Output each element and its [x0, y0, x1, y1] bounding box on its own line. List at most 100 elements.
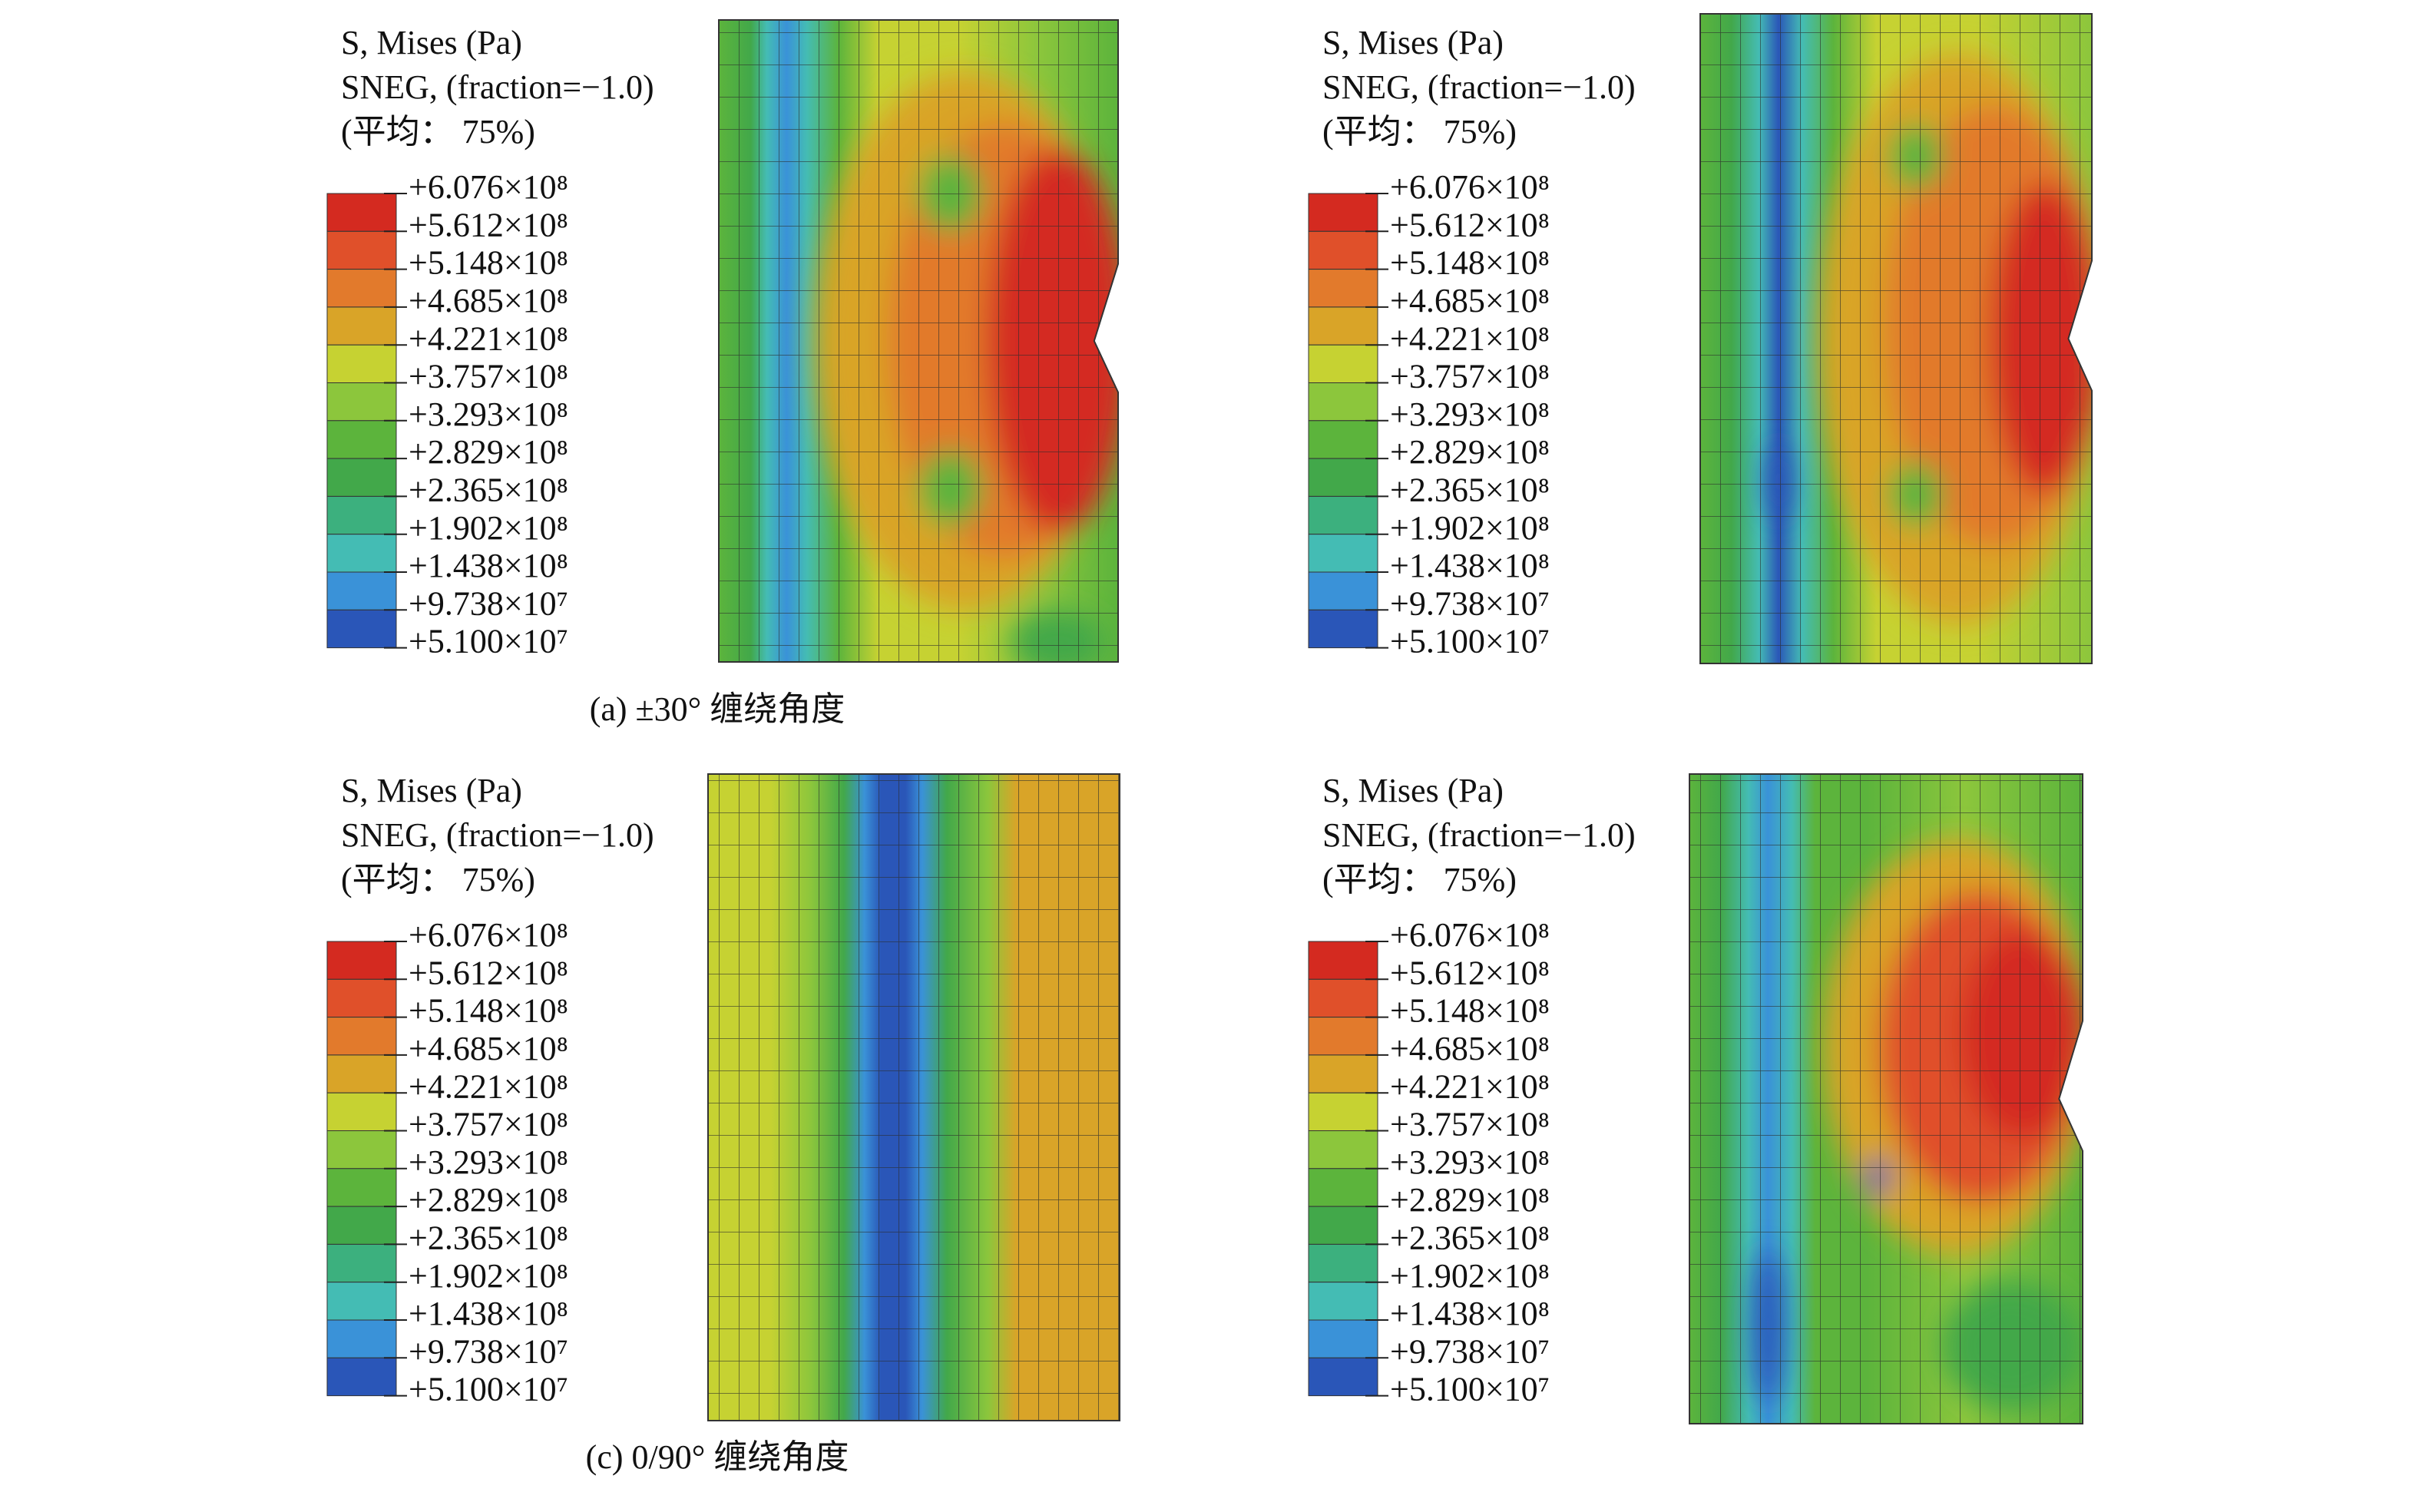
legend-swatch — [326, 571, 397, 610]
legend-swatch — [1308, 344, 1378, 384]
legend-swatch — [1308, 941, 1378, 980]
caption: (c) 0/90° 缠绕角度 — [586, 1438, 849, 1476]
legend-label: +3.757×10⁸ — [409, 358, 568, 395]
legend-label: +6.076×10⁸ — [409, 168, 568, 206]
panel: S, Mises (Pa) SNEG, (fraction=−1.0) (平均： 7… — [1308, 13, 2093, 664]
legend-label: +4.221×10⁸ — [409, 319, 568, 357]
legend-swatch — [1308, 1206, 1378, 1245]
legend-label: +4.221×10⁸ — [1390, 319, 1550, 357]
legend-label: +4.685×10⁸ — [1390, 282, 1550, 319]
legend-swatch — [326, 1357, 397, 1397]
legend-label: +5.100×10⁷ — [1390, 623, 1550, 660]
legend-swatch — [326, 230, 397, 270]
legend-swatch — [326, 269, 397, 308]
contour-plot — [1700, 14, 2092, 663]
panel: S, Mises (Pa) SNEG, (fraction=−1.0) (平均： 7… — [326, 772, 1120, 1476]
plot-outline — [707, 773, 1120, 1421]
legend-swatch — [1308, 571, 1378, 610]
contour-plot — [719, 20, 1118, 662]
plot-outline — [718, 19, 1119, 663]
legend-swatch — [1308, 1092, 1378, 1132]
legend-swatch — [326, 941, 397, 980]
legend-swatch — [1308, 306, 1378, 346]
legend-swatch — [326, 420, 397, 459]
legend-swatch — [326, 306, 397, 346]
legend-swatch — [1308, 1168, 1378, 1207]
legend-header: SNEG, (fraction=−1.0) — [1322, 816, 1636, 854]
legend-swatch — [326, 382, 397, 422]
legend-label: +3.293×10⁸ — [1390, 395, 1550, 433]
legend-swatch — [1308, 420, 1378, 459]
legend-label: +6.076×10⁸ — [1390, 916, 1550, 954]
legend-swatch — [326, 458, 397, 497]
legend-swatch — [1308, 1319, 1378, 1358]
plot-outline — [1689, 773, 2083, 1424]
legend-label: +5.148×10⁸ — [1390, 992, 1550, 1030]
contour-plot — [708, 774, 1120, 1421]
legend-swatch — [1308, 1017, 1378, 1056]
legend-label: +2.365×10⁸ — [1390, 1219, 1550, 1256]
caption: (a) ±30° 缠绕角度 — [590, 690, 845, 728]
legend-label: +1.438×10⁸ — [409, 547, 568, 584]
legend-label: +1.902×10⁸ — [409, 509, 568, 547]
legend-header: S, Mises (Pa) — [1322, 772, 1504, 809]
legend-label: +9.738×10⁷ — [409, 584, 568, 622]
legend-swatch — [326, 1092, 397, 1132]
legend-label: +1.902×10⁸ — [409, 1257, 568, 1295]
legend-swatch — [326, 1282, 397, 1321]
legend-label: +3.757×10⁸ — [1390, 358, 1550, 395]
legend-label: +9.738×10⁷ — [409, 1332, 568, 1370]
legend-label: +4.685×10⁸ — [1390, 1030, 1550, 1067]
legend-header: SNEG, (fraction=−1.0) — [341, 68, 654, 106]
legend-label: +5.148×10⁸ — [1390, 244, 1550, 282]
legend-swatch — [326, 1206, 397, 1245]
legend-header: (平均： 75%) — [341, 861, 535, 898]
legend-label: +9.738×10⁷ — [1390, 584, 1550, 622]
legend-header: S, Mises (Pa) — [1322, 24, 1504, 61]
legend-label: +3.757×10⁸ — [1390, 1106, 1550, 1143]
legend-swatch — [326, 344, 397, 384]
legend-swatch — [1308, 1054, 1378, 1093]
legend-label: +2.829×10⁸ — [409, 433, 568, 471]
legend-label: +1.438×10⁸ — [409, 1295, 568, 1332]
legend-label: +5.100×10⁷ — [409, 1371, 568, 1408]
plot-outline — [1699, 13, 2093, 664]
legend-swatch — [1308, 609, 1378, 649]
legend-label: +4.221×10⁸ — [409, 1067, 568, 1105]
legend-label: +5.148×10⁸ — [409, 244, 568, 282]
legend-label: +6.076×10⁸ — [1390, 168, 1550, 206]
legend-swatch — [326, 1319, 397, 1358]
legend-swatch — [326, 978, 397, 1018]
legend-header: SNEG, (fraction=−1.0) — [1322, 68, 1636, 106]
legend-label: +5.612×10⁸ — [409, 206, 568, 243]
mesh — [1689, 774, 2083, 1424]
legend-label: +5.612×10⁸ — [409, 954, 568, 991]
legend-swatch — [326, 1130, 397, 1170]
legend-header: (平均： 75%) — [341, 113, 535, 151]
legend-label: +9.738×10⁷ — [1390, 1332, 1550, 1370]
legend-label: +3.757×10⁸ — [409, 1106, 568, 1143]
legend-swatch — [326, 1243, 397, 1283]
legend-swatch — [1308, 495, 1378, 535]
legend-label: +2.365×10⁸ — [1390, 471, 1550, 508]
legend-swatch — [1308, 458, 1378, 497]
legend-label: +6.076×10⁸ — [409, 916, 568, 954]
legend-label: +3.293×10⁸ — [409, 395, 568, 433]
legend-header: SNEG, (fraction=−1.0) — [341, 816, 654, 854]
legend-swatch — [1308, 193, 1378, 232]
legend-swatch — [326, 1017, 397, 1056]
legend-swatch — [1308, 382, 1378, 422]
legend-label: +2.365×10⁸ — [409, 1219, 568, 1256]
legend-swatch — [326, 1054, 397, 1093]
legend-label: +5.148×10⁸ — [409, 992, 568, 1030]
legend-swatch — [1308, 230, 1378, 270]
panel: S, Mises (Pa) SNEG, (fraction=−1.0) (平均： 7… — [326, 19, 1119, 728]
legend-label: +1.438×10⁸ — [1390, 1295, 1550, 1332]
legend-swatch — [326, 534, 397, 573]
legend-label: +2.829×10⁸ — [1390, 433, 1550, 471]
legend-swatch — [1308, 1357, 1378, 1397]
legend-swatch — [326, 609, 397, 649]
legend-header: S, Mises (Pa) — [341, 24, 522, 61]
legend-swatch — [1308, 1130, 1378, 1170]
